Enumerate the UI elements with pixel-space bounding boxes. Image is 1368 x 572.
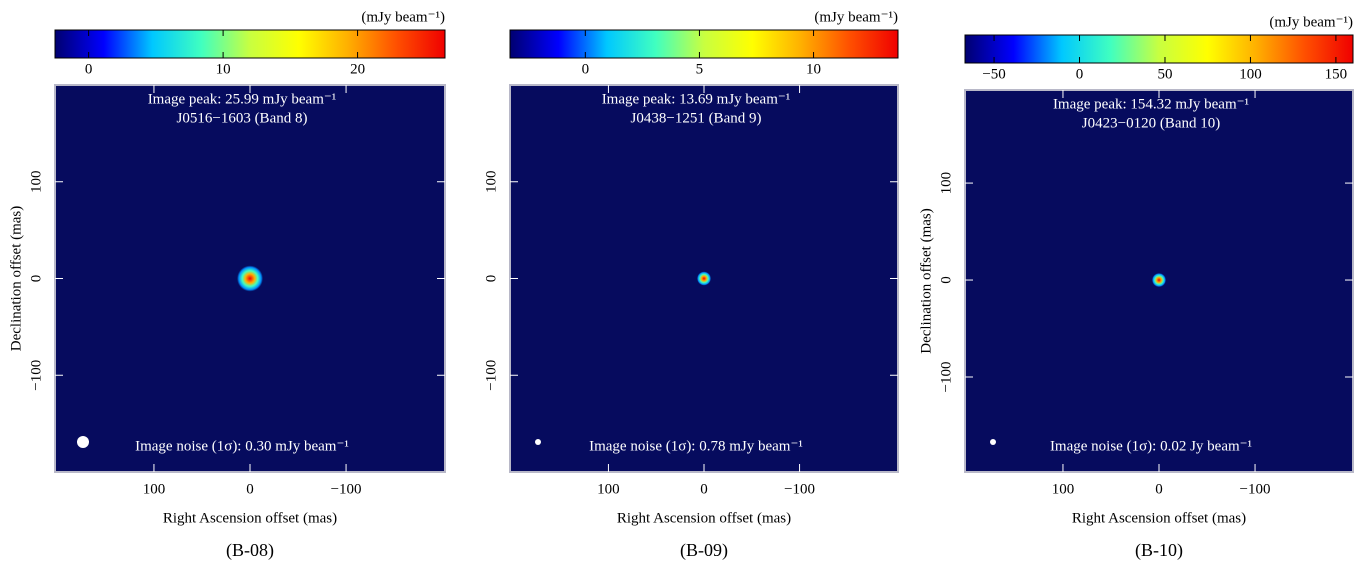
- x-tick-label: 0: [246, 481, 254, 497]
- y-tick-label: 100: [28, 171, 44, 194]
- x-tick-label: 0: [700, 481, 708, 497]
- y-tick-label: −100: [938, 362, 954, 393]
- colorbar-tick-label: 0: [582, 61, 590, 77]
- beam: [77, 436, 89, 448]
- y-tick-label: 100: [938, 172, 954, 195]
- x-tick-label: −100: [784, 481, 815, 497]
- colorbar-label: (mJy beam⁻¹): [1269, 14, 1353, 30]
- colorbar-label: (mJy beam⁻¹): [361, 9, 445, 25]
- x-tick-label: 100: [143, 481, 166, 497]
- x-axis-label: Right Ascension offset (mas): [617, 510, 791, 526]
- annotation: Image peak: 25.99 mJy beam⁻¹: [148, 91, 337, 107]
- colorbar-tick-label: 0: [1076, 66, 1084, 82]
- annotation: Image peak: 13.69 mJy beam⁻¹: [602, 91, 791, 107]
- x-axis-label: Right Ascension offset (mas): [1072, 510, 1246, 526]
- caption: (B-09): [680, 540, 728, 561]
- annotation: J0438−1251 (Band 9): [631, 110, 762, 126]
- annotation: Image noise (1σ): 0.30 mJy beam⁻¹: [135, 438, 349, 454]
- annotation: J0516−1603 (Band 8): [177, 110, 308, 126]
- colorbar-tick-label: 150: [1325, 66, 1348, 82]
- colorbar-tick-label: −50: [982, 66, 1005, 82]
- colorbar: [54, 29, 446, 59]
- colorbar: [964, 34, 1354, 64]
- beam: [990, 439, 996, 445]
- x-tick-label: −100: [1240, 481, 1271, 497]
- annotation: Image peak: 154.32 mJy beam⁻¹: [1053, 96, 1249, 112]
- y-tick-label: −100: [483, 360, 499, 391]
- x-tick-label: −100: [331, 481, 362, 497]
- y-tick-label: 0: [28, 275, 44, 283]
- y-tick-label: 0: [483, 275, 499, 283]
- annotation: J0423−0120 (Band 10): [1082, 115, 1220, 131]
- y-tick-label: 0: [938, 276, 954, 284]
- colorbar-tick-label: 0: [85, 61, 93, 77]
- colorbar-tick-label: 5: [696, 61, 704, 77]
- x-tick-label: 100: [1052, 481, 1075, 497]
- source-emission: [697, 271, 711, 286]
- annotation: Image noise (1σ): 0.78 mJy beam⁻¹: [589, 438, 803, 454]
- y-tick-label: 100: [483, 171, 499, 194]
- colorbar-tick-label: 100: [1239, 66, 1262, 82]
- caption: (B-08): [226, 540, 274, 561]
- y-axis-label: Declination offset (mas): [918, 208, 934, 354]
- colorbar-tick-label: 10: [806, 61, 821, 77]
- beam: [535, 439, 541, 445]
- y-axis-label: Declination offset (mas): [8, 206, 24, 352]
- colorbar-label: (mJy beam⁻¹): [814, 9, 898, 25]
- x-tick-label: 100: [597, 481, 620, 497]
- colorbar-tick-label: 20: [350, 61, 365, 77]
- x-axis-label: Right Ascension offset (mas): [163, 510, 337, 526]
- source-emission: [1152, 273, 1166, 288]
- colorbar: [509, 29, 899, 59]
- y-tick-label: −100: [28, 360, 44, 391]
- caption: (B-10): [1135, 540, 1183, 561]
- colorbar-tick-label: 10: [216, 61, 231, 77]
- x-tick-label: 0: [1155, 481, 1163, 497]
- annotation: Image noise (1σ): 0.02 Jy beam⁻¹: [1050, 438, 1252, 454]
- colorbar-tick-label: 50: [1157, 66, 1172, 82]
- source-emission: [237, 265, 263, 292]
